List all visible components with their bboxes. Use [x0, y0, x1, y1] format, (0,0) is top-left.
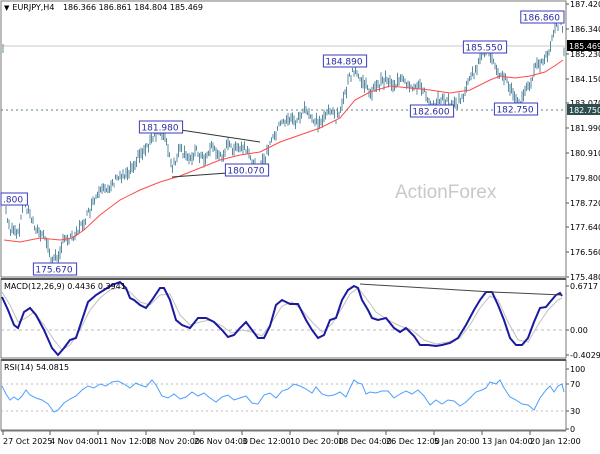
- price-axis-label: 180.910: [570, 149, 600, 158]
- macd-axis-label: 0.00: [570, 326, 588, 335]
- high-price: 186.861: [98, 3, 132, 12]
- macd-signal-line: [1, 286, 563, 351]
- rsi-axis-label: 0: [570, 425, 575, 434]
- time-axis-label: 18 Dec 04:00: [338, 437, 392, 446]
- price-annotation-box[interactable]: [138, 120, 184, 134]
- time-axis-label: 10 Dec 20:00: [290, 437, 344, 446]
- open-price: 186.366: [62, 3, 97, 12]
- price-annotation-label: 182.750: [496, 106, 533, 116]
- price-annotation-box[interactable]: [0, 192, 28, 206]
- price-annotation-label: .800: [3, 196, 23, 206]
- close-price: 185.469: [169, 3, 203, 12]
- chart-header: ▼ EURJPY,H4 186.366 186.861 184.804 185.4…: [4, 3, 203, 12]
- macd-divergence-trendline[interactable]: [359, 283, 493, 293]
- price-axis-label: 185.230: [570, 50, 600, 59]
- price-annotation-box[interactable]: [409, 104, 455, 118]
- price-axis-label: 179.800: [570, 174, 600, 183]
- time-axis-label: 13 Jan 04:00: [482, 437, 533, 446]
- price-axis-label: 184.150: [570, 75, 600, 84]
- price-annotation-label: 180.070: [227, 167, 264, 177]
- price-axis-label: 187.420: [570, 0, 600, 9]
- rsi-panel-frame: [0, 359, 567, 431]
- price-annotation-box[interactable]: [462, 40, 508, 54]
- time-axis-label: 27 Oct 2025: [3, 437, 52, 446]
- time-axis-label: 20 Jan 12:00: [530, 437, 581, 446]
- price-annotation-box[interactable]: [32, 262, 78, 276]
- time-axis-label: 4 Nov 04:00: [50, 437, 99, 446]
- price-annotation-label: 185.550: [465, 44, 502, 54]
- price-axis-label: 178.720: [570, 199, 600, 208]
- rsi-axis-label: 30: [570, 407, 580, 416]
- time-axis-label: 5 Jan 20:00: [434, 437, 480, 446]
- moving-average-line: [3, 59, 564, 243]
- price-annotation-label: 184.890: [325, 58, 362, 68]
- watermark-logo: ActionForex: [395, 182, 497, 203]
- current-price-marker: [567, 40, 600, 51]
- time-axis-label: 26 Dec 12:00: [386, 437, 440, 446]
- macd-label: MACD(12,26,9) 0.4436 0.3941: [4, 282, 126, 291]
- macd-divergence-trendline[interactable]: [491, 291, 563, 296]
- collapse-triangle-icon[interactable]: ▼: [4, 4, 10, 12]
- price-axis-label: 177.640: [570, 223, 600, 232]
- price-annotation-label: 181.980: [141, 124, 178, 134]
- macd-axis-label: 0.6717: [570, 282, 598, 291]
- support-price-value: 182.750: [569, 106, 600, 115]
- time-axis-label: 3 Dec 12:00: [242, 437, 291, 446]
- price-axis-label: 175.480: [570, 273, 600, 282]
- price-axis-label: 183.070: [570, 99, 600, 108]
- price-annotation-box[interactable]: [224, 163, 270, 177]
- price-axis-label: 186.340: [570, 25, 600, 34]
- low-price: 184.804: [134, 3, 168, 12]
- time-axis-label: 11 Nov 12:00: [98, 437, 152, 446]
- macd-axis-label: -0.4029: [570, 351, 600, 360]
- rsi-label: RSI(14) 54.0815: [4, 363, 70, 372]
- current-price-value: 185.469: [569, 42, 600, 51]
- main-panel-frame: [0, 0, 567, 278]
- price-axis-label: 176.560: [570, 248, 600, 257]
- price-annotation-box[interactable]: [322, 54, 368, 68]
- price-axis-label: 181.990: [570, 124, 600, 133]
- support-price-marker: [567, 104, 600, 115]
- price-annotation-label: 186.860: [523, 14, 560, 24]
- price-annotation-box[interactable]: [520, 10, 565, 24]
- rsi-line: [1, 379, 565, 413]
- price-annotation-box[interactable]: [493, 102, 539, 116]
- rsi-axis-label: 70: [570, 380, 580, 389]
- price-annotation-label: 175.670: [35, 266, 72, 276]
- time-axis-label: 18 Nov 20:00: [146, 437, 200, 446]
- price-annotation-label: 182.600: [412, 108, 449, 118]
- symbol-label: EURJPY,H4: [12, 3, 55, 12]
- time-axis-label: 26 Nov 04:00: [194, 437, 248, 446]
- macd-main-line: [1, 280, 563, 357]
- rsi-axis-label: 100: [570, 365, 585, 374]
